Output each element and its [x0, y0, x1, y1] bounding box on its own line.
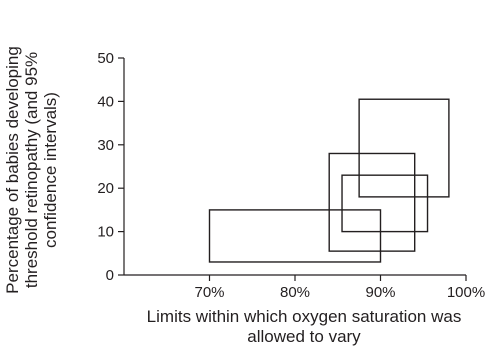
- y-axis-ticks: 0 10 20 30 40 50: [97, 50, 124, 284]
- x-axis-title-line: Limits within which oxygen saturation wa…: [147, 307, 462, 326]
- y-tick-label: 40: [97, 93, 114, 110]
- y-axis-title: Percentage of babies developing threshold…: [3, 46, 60, 294]
- y-tick-label: 30: [97, 137, 114, 154]
- y-tick-label: 0: [106, 267, 114, 284]
- x-tick-label: 70%: [194, 284, 224, 301]
- confidence-box: [328, 152, 416, 252]
- y-tick-label: 20: [97, 180, 114, 197]
- x-tick-label: 80%: [280, 284, 310, 301]
- y-axis-title-line: Percentage of babies developing: [3, 46, 22, 294]
- confidence-box: [341, 174, 429, 233]
- y-tick-label: 50: [97, 50, 114, 67]
- x-axis-title: Limits within which oxygen saturation wa…: [147, 307, 462, 346]
- x-tick-label: 100%: [447, 284, 485, 301]
- y-axis-title-line: confidence intervals): [41, 92, 60, 248]
- x-axis-ticks: 70% 80% 90% 100%: [194, 275, 485, 301]
- x-axis-title-line: allowed to vary: [247, 327, 361, 346]
- y-tick-label: 10: [97, 224, 114, 241]
- y-axis-title-line: threshold retinopathy (and 95%: [22, 52, 41, 288]
- confidence-boxes: [208, 98, 450, 263]
- confidence-box: [208, 209, 382, 263]
- y-axis-title-group: Percentage of babies developing threshold…: [3, 46, 60, 294]
- x-tick-label: 90%: [365, 284, 395, 301]
- confidence-box: [358, 98, 450, 198]
